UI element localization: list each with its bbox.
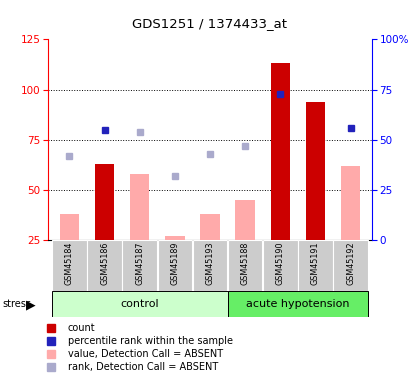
Bar [270, 63, 290, 240]
Bar [228, 291, 368, 317]
Bar [130, 174, 150, 240]
Text: stress: stress [2, 299, 31, 309]
Bar [263, 240, 297, 291]
Text: GSM45192: GSM45192 [346, 242, 355, 285]
Bar [236, 200, 255, 240]
Bar [123, 240, 157, 291]
Bar [298, 240, 333, 291]
Bar [306, 102, 325, 240]
Text: value, Detection Call = ABSENT: value, Detection Call = ABSENT [68, 349, 223, 359]
Bar [52, 240, 87, 291]
Bar [158, 240, 192, 291]
Bar [60, 214, 79, 240]
Bar [52, 291, 228, 317]
Text: GSM45191: GSM45191 [311, 242, 320, 285]
Bar [87, 240, 122, 291]
Text: GSM45188: GSM45188 [241, 242, 249, 285]
Text: GDS1251 / 1374433_at: GDS1251 / 1374433_at [132, 17, 288, 30]
Text: count: count [68, 323, 95, 333]
Text: GSM45193: GSM45193 [205, 242, 215, 285]
Text: GSM45189: GSM45189 [171, 242, 179, 285]
Bar [341, 166, 360, 240]
Bar [200, 214, 220, 240]
Text: GSM45190: GSM45190 [276, 242, 285, 285]
Text: acute hypotension: acute hypotension [246, 299, 349, 309]
Text: rank, Detection Call = ABSENT: rank, Detection Call = ABSENT [68, 362, 218, 372]
Bar [95, 164, 114, 240]
Text: GSM45186: GSM45186 [100, 242, 109, 285]
Bar [228, 240, 262, 291]
Text: control: control [121, 299, 159, 309]
Text: ▶: ▶ [26, 298, 36, 311]
Bar [333, 240, 368, 291]
Bar [193, 240, 227, 291]
Bar [165, 236, 184, 240]
Text: GSM45184: GSM45184 [65, 242, 74, 285]
Text: percentile rank within the sample: percentile rank within the sample [68, 336, 233, 346]
Text: GSM45187: GSM45187 [135, 242, 144, 285]
